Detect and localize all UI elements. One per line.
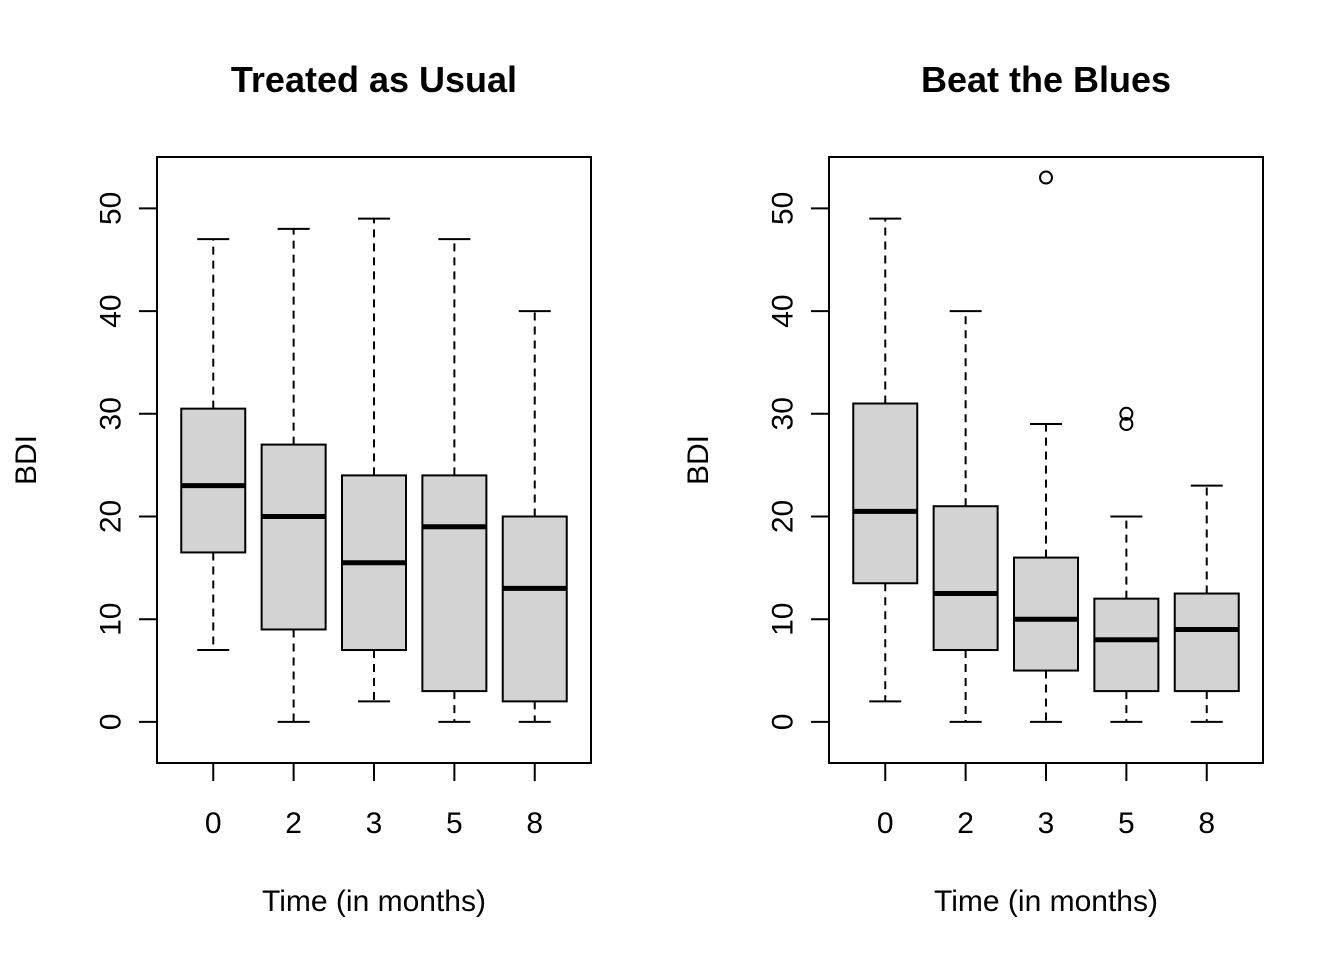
plot-marks: 0 10 20 30 40 50 0 2 3 5 8 xyxy=(95,192,568,840)
outlier-point xyxy=(1119,406,1134,421)
y-axis-label: BDI xyxy=(682,435,715,485)
outlier-point xyxy=(1039,170,1053,185)
y-tick-label: 0 xyxy=(95,714,128,731)
x-axis-label: Time (in months) xyxy=(934,885,1158,918)
box-group-3 xyxy=(1013,170,1079,723)
box xyxy=(1093,597,1160,693)
box-group-8 xyxy=(1173,484,1240,723)
chart-title: Beat the Blues xyxy=(921,59,1171,100)
box-group-3 xyxy=(341,217,407,703)
y-tick-label: 20 xyxy=(767,500,800,533)
box-group-5 xyxy=(1093,406,1160,723)
x-tick-label: 8 xyxy=(526,807,543,840)
y-tick-label: 20 xyxy=(95,500,128,533)
y-tick-label: 50 xyxy=(767,192,800,225)
box-group-0 xyxy=(852,217,919,703)
x-tick-label: 5 xyxy=(446,807,463,840)
y-tick-label: 50 xyxy=(95,192,128,225)
y-tick-label: 10 xyxy=(95,603,128,636)
box xyxy=(1013,556,1079,672)
x-axis-label: Time (in months) xyxy=(262,885,486,918)
box xyxy=(260,443,327,631)
y-tick-label: 40 xyxy=(95,294,128,327)
x-tick-label: 3 xyxy=(1038,807,1055,840)
panel-treated-as-usual: Treated as Usual Time (in months) BDI 0 1… xyxy=(10,59,592,918)
box xyxy=(1173,592,1240,693)
chart-title: Treated as Usual xyxy=(231,59,517,100)
box xyxy=(501,515,568,703)
y-tick-label: 0 xyxy=(767,714,800,731)
x-tick-label: 3 xyxy=(366,807,383,840)
x-tick-label: 0 xyxy=(877,807,894,840)
y-axis-label: BDI xyxy=(10,435,43,485)
box-group-2 xyxy=(932,310,999,723)
x-tick-label: 8 xyxy=(1198,807,1215,840)
box-group-2 xyxy=(260,227,327,723)
box xyxy=(932,505,999,652)
box xyxy=(421,474,488,693)
x-tick-label: 0 xyxy=(205,807,222,840)
box-group-8 xyxy=(501,310,568,723)
y-tick-label: 10 xyxy=(767,603,800,636)
x-tick-label: 5 xyxy=(1118,807,1135,840)
y-tick-label: 40 xyxy=(767,294,800,327)
outlier-point xyxy=(1119,417,1134,432)
x-tick-label: 2 xyxy=(957,807,974,840)
plot-marks: 0 10 20 30 40 50 0 2 3 5 8 xyxy=(767,170,1240,840)
y-tick-label: 30 xyxy=(767,397,800,430)
y-tick-label: 30 xyxy=(95,397,128,430)
box xyxy=(180,407,247,554)
panel-beat-the-blues: Beat the Blues Time (in months) BDI 0 10 2… xyxy=(682,59,1264,918)
x-tick-label: 2 xyxy=(285,807,302,840)
box-group-5 xyxy=(421,238,488,723)
box-group-0 xyxy=(180,238,247,652)
box xyxy=(852,402,919,585)
